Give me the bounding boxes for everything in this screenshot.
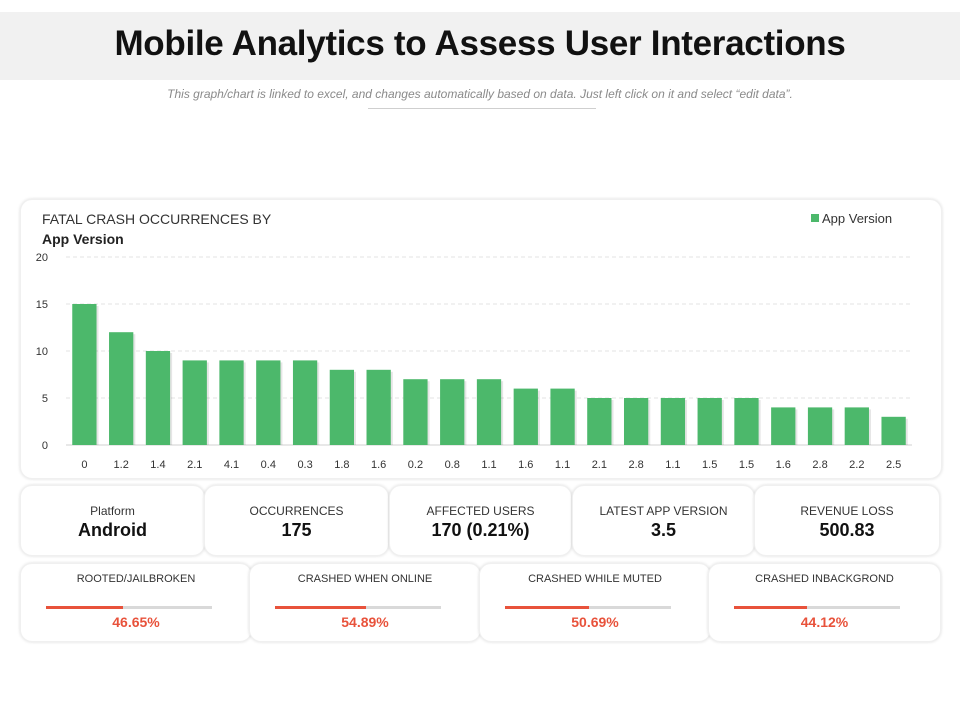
- stat-label: AFFECTED USERS: [426, 504, 535, 518]
- progress-card-online: CRASHED WHEN ONLINE 54.89%: [249, 563, 481, 642]
- progress-value: 54.89%: [341, 614, 389, 630]
- title-band: [0, 12, 960, 80]
- chart-title: FATAL CRASH OCCURRENCES BY App Version: [42, 209, 271, 249]
- progress-value: 46.65%: [112, 614, 160, 630]
- progress-track: [734, 606, 900, 609]
- progress-card-rooted: ROOTED/JAILBROKEN 46.65%: [20, 563, 252, 642]
- progress-card-background: CRASHED INBACKGROND 44.12%: [708, 563, 941, 642]
- subtitle-divider: [368, 108, 596, 109]
- progress-fill: [46, 606, 124, 609]
- stat-label: REVENUE LOSS: [800, 504, 894, 518]
- progress-track: [275, 606, 441, 609]
- stat-card-affected-users: AFFECTED USERS 170 (0.21%): [389, 485, 572, 556]
- stat-card-revenue-loss: REVENUE LOSS 500.83: [754, 485, 940, 556]
- progress-label: CRASHED WHILE MUTED: [528, 573, 662, 585]
- stat-value: Android: [78, 520, 147, 540]
- progress-fill: [275, 606, 367, 609]
- progress-label: CRASHED WHEN ONLINE: [297, 573, 433, 585]
- stat-label: Platform: [90, 504, 135, 518]
- stat-label: LATEST APP VERSION: [599, 504, 728, 518]
- progress-label: CRASHED INBACKGROND: [755, 573, 894, 585]
- chart-title-line2: App Version: [42, 231, 124, 247]
- stat-card-occurrences: OCCURRENCES 175: [204, 485, 389, 556]
- progress-fill: [734, 606, 808, 609]
- progress-track: [505, 606, 671, 609]
- page-title: Mobile Analytics to Assess User Interact…: [114, 24, 846, 63]
- stat-card-platform: Platform Android: [20, 485, 205, 556]
- stat-label: OCCURRENCES: [249, 504, 344, 518]
- progress-label: ROOTED/JAILBROKEN: [76, 573, 196, 585]
- progress-value: 44.12%: [800, 614, 849, 630]
- stat-value: 170 (0.21%): [431, 520, 530, 540]
- stat-value: 175: [281, 520, 312, 540]
- stat-value: 500.83: [819, 520, 875, 540]
- chart-title-line1: FATAL CRASH OCCURRENCES BY: [42, 211, 272, 227]
- progress-card-muted: CRASHED WHILE MUTED 50.69%: [479, 563, 711, 642]
- progress-fill: [505, 606, 590, 609]
- progress-track: [46, 606, 212, 609]
- stat-value: 3.5: [650, 520, 677, 540]
- stat-card-latest-version: LATEST APP VERSION 3.5: [572, 485, 755, 556]
- page-subtitle: This graph/chart is linked to excel, and…: [167, 87, 793, 101]
- progress-value: 50.69%: [571, 614, 619, 630]
